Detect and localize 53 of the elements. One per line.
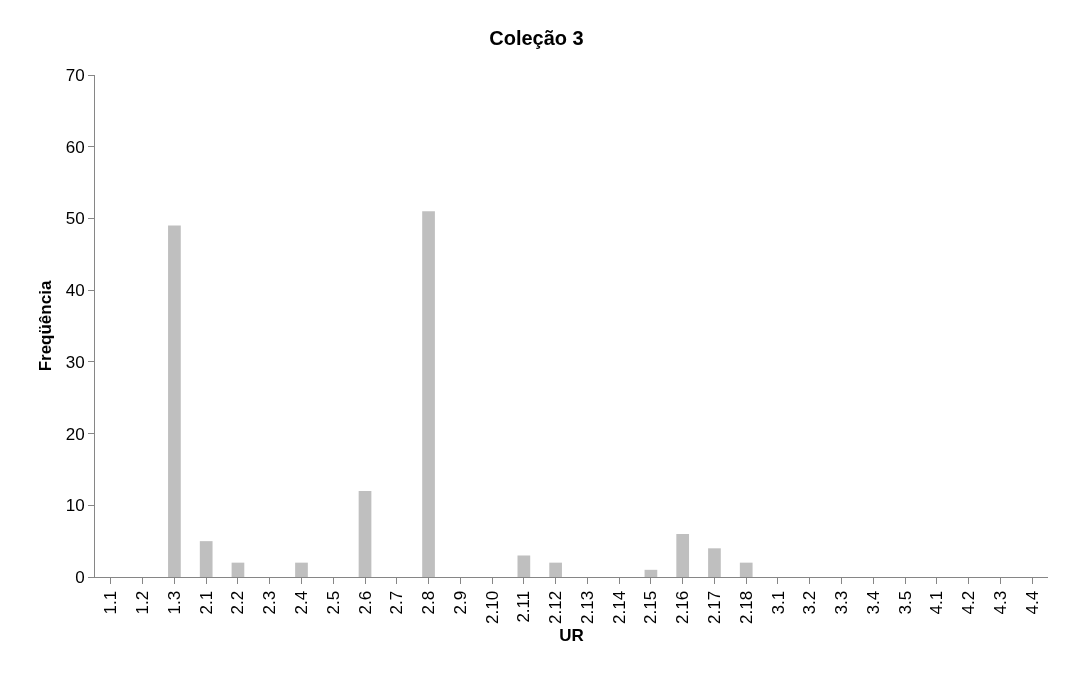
chart-title: Coleção 3 [489, 26, 584, 49]
x-tick-label: 2.3 [260, 590, 280, 615]
x-tick-label: 4.3 [990, 590, 1010, 615]
x-tick-label: 3.3 [832, 590, 852, 615]
bar [517, 555, 531, 577]
y-tick-label: 50 [65, 209, 85, 229]
x-axis-title: UR [559, 625, 584, 645]
x-tick-label: 3.4 [863, 590, 883, 615]
x-tick-label: 1.2 [133, 590, 153, 615]
y-tick-label: 40 [65, 281, 85, 301]
x-tick-label: 1.3 [164, 590, 184, 615]
x-tick-label: 3.5 [895, 590, 915, 615]
x-tick-label: 2.16 [673, 590, 693, 624]
x-tick-label: 2.8 [419, 590, 439, 615]
x-tick-label: 2.17 [704, 590, 724, 624]
x-tick-label: 2.5 [323, 590, 343, 615]
x-tick-label: 2.10 [482, 590, 502, 624]
bar [168, 225, 181, 577]
x-tick-label: 2.2 [228, 590, 248, 615]
bar [708, 548, 721, 577]
x-tick-label: 3.2 [800, 590, 820, 615]
x-tick-label: 2.4 [292, 590, 312, 615]
x-tick-label: 2.15 [641, 590, 661, 624]
bar [549, 562, 562, 577]
bar [199, 541, 213, 577]
bar [644, 569, 658, 577]
y-tick-label: 30 [65, 352, 85, 372]
bar [295, 562, 308, 577]
x-tick-label: 2.13 [577, 590, 597, 624]
y-tick-label: 60 [65, 137, 85, 157]
x-tick-label: 2.9 [450, 590, 470, 615]
y-axis-title: Freqüência [36, 280, 55, 372]
y-tick-label: 10 [65, 496, 85, 516]
x-tick-label: 2.1 [196, 590, 216, 615]
x-tick-label: 4.2 [959, 590, 979, 615]
x-tick-label: 3.1 [768, 590, 788, 615]
x-tick-label: 4.4 [1022, 590, 1042, 615]
x-tick-label: 2.7 [387, 590, 407, 615]
y-tick-label: 70 [65, 65, 85, 85]
x-tick-label: 2.11 [514, 590, 534, 623]
bar [676, 533, 690, 577]
x-tick-label: 2.6 [355, 590, 375, 615]
x-tick-label: 2.14 [609, 590, 629, 624]
x-tick-label: 2.12 [546, 590, 566, 624]
bar [739, 562, 753, 577]
x-tick-label: 4.1 [927, 590, 947, 615]
bar [231, 562, 245, 577]
y-tick-label: 0 [75, 567, 85, 587]
y-tick-label: 20 [65, 424, 85, 444]
x-tick-label: 1.1 [101, 590, 121, 615]
bar [422, 211, 435, 577]
bar [358, 490, 372, 577]
x-tick-label: 2.18 [736, 590, 756, 624]
